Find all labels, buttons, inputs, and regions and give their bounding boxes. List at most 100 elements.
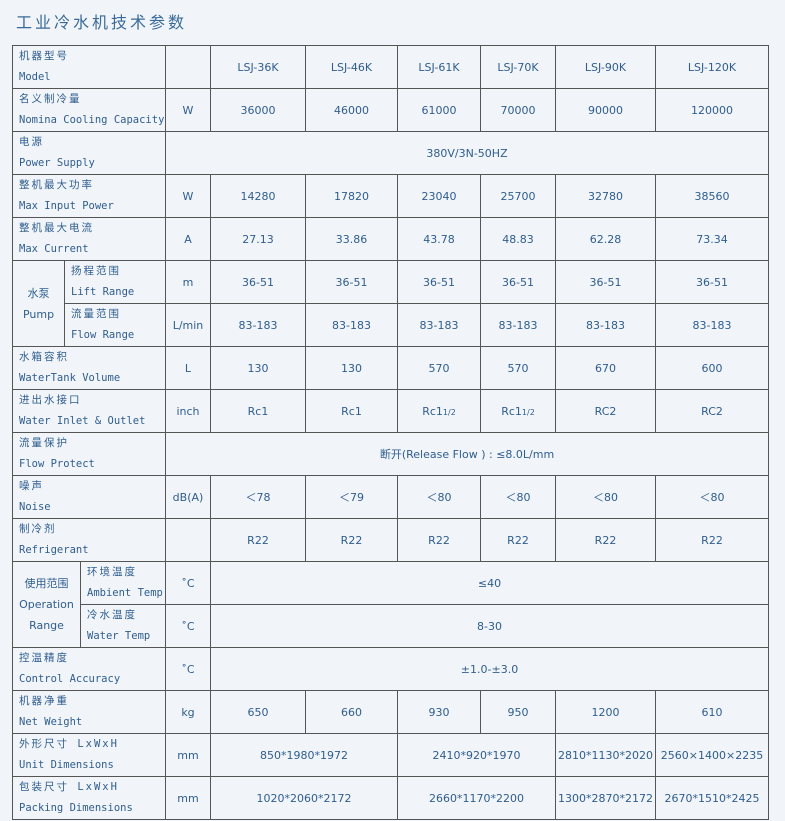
- row-label-en: Ambient Temp: [87, 587, 163, 599]
- value-cell: ＜79: [305, 475, 398, 519]
- value-cell: ＜78: [210, 475, 306, 519]
- row-label-en: Lift Range: [71, 286, 135, 298]
- row-label: 机器型号 Model: [12, 45, 166, 89]
- row-label-en: Power Supply: [19, 157, 95, 169]
- unit-cell: mm: [165, 776, 211, 820]
- value-cell: 38560: [655, 174, 769, 218]
- value-text: 70000: [500, 103, 536, 117]
- row-label-cn: 噪声: [19, 480, 44, 492]
- row-label-cn: 制冷剂: [19, 523, 57, 535]
- value-cell: 670: [555, 346, 656, 390]
- value-cell: 73.34: [655, 217, 769, 261]
- value-text: 610: [701, 705, 723, 719]
- unit-cell: mm: [165, 733, 211, 777]
- row-label-cn: 扬程范围: [71, 265, 121, 277]
- value-text: LSJ-120K: [687, 60, 737, 74]
- row-label-en: Max Input Power: [19, 200, 114, 212]
- unit-cell: kg: [165, 690, 211, 734]
- value-cell: ＜80: [655, 475, 769, 519]
- value-cell: Rc11/2: [397, 389, 481, 433]
- value-text: 8-30: [477, 619, 502, 633]
- value-text: 1300*2870*2172: [558, 791, 653, 805]
- row-label: 整机最大功率 Max Input Power: [12, 174, 166, 218]
- value-text: 83-183: [332, 318, 371, 332]
- row-label-cn: 进出水接口: [19, 394, 82, 406]
- value-text: 36-51: [242, 275, 274, 289]
- value-text: 46000: [334, 103, 369, 117]
- value-text: 83-183: [586, 318, 625, 332]
- row-label: 整机最大电流 Max Current: [12, 217, 166, 261]
- group-label: 使用范围 Operation Range: [12, 561, 81, 648]
- value-text: 62.28: [589, 232, 622, 246]
- row-label-cn: 包装尺寸 LxWxH: [19, 781, 119, 793]
- value-cell: 950: [480, 690, 556, 734]
- row-label: 外形尺寸 LxWxH Unit Dimensions: [12, 733, 166, 777]
- row-label: 冷水温度 Water Temp: [80, 604, 166, 648]
- row-label-en: Model: [19, 71, 51, 83]
- row-label: 流量保护 Flow Protect: [12, 432, 166, 476]
- unit-cell: L/min: [165, 303, 211, 347]
- value-cell: 36-51: [305, 260, 398, 304]
- value-cell: 930: [397, 690, 481, 734]
- unit-cell: dB(A): [165, 475, 211, 519]
- value-cell: 570: [397, 346, 481, 390]
- value-text: 83-183: [692, 318, 732, 332]
- table-row: 使用范围 Operation Range 环境温度 Ambient Temp ˚C ≤40: [12, 561, 769, 648]
- table-row: 电源 Power Supply 380V/3N-50HZ: [12, 131, 769, 175]
- table-row: 机器型号 Model LSJ-36K LSJ-46K LSJ-61K LSJ-70K LSJ…: [12, 45, 769, 89]
- row-label: 电源 Power Supply: [12, 131, 166, 175]
- value-cell: 70000: [480, 88, 556, 132]
- value-cell: 36-51: [655, 260, 769, 304]
- value-text: R22: [428, 533, 450, 547]
- value-text: 1200: [591, 705, 620, 719]
- value-text: ＜78: [245, 491, 271, 504]
- value-cell: 2660*1170*2200: [397, 776, 556, 820]
- value-cell: 83-183: [480, 303, 556, 347]
- value-cell: LSJ-46K: [305, 45, 398, 89]
- value-cell: 36-51: [555, 260, 656, 304]
- unit-cell: W: [165, 88, 211, 132]
- value-cell: 660: [305, 690, 398, 734]
- value-text: 2660*1170*2200: [429, 791, 524, 805]
- value-text: 36000: [240, 103, 276, 117]
- value-text: 36-51: [696, 275, 728, 289]
- value-text: 850*1980*1972: [260, 748, 348, 762]
- unit-cell: ˚C: [165, 604, 211, 648]
- value-text: Rc1: [501, 404, 522, 418]
- value-text: Rc1: [422, 404, 443, 418]
- value-cell: ＜80: [480, 475, 556, 519]
- value-text: 33.86: [335, 232, 368, 246]
- value-cell: R22: [480, 518, 556, 562]
- row-label-en: Noise: [19, 501, 51, 513]
- table-row: 噪声 Noise dB(A) ＜78 ＜79 ＜80 ＜80 ＜80 ＜80: [12, 475, 769, 519]
- value-text: 25700: [500, 189, 536, 203]
- value-text: 83-183: [238, 318, 278, 332]
- row-label: 控温精度 Control Accuracy: [12, 647, 166, 691]
- row-label-en: Max Current: [19, 243, 89, 255]
- value-text: ≤40: [477, 576, 502, 590]
- value-text: R22: [340, 533, 363, 547]
- table-row: 水泵 Pump 扬程范围 Lift Range m 36-51 36-51 36-51 36-5…: [12, 260, 769, 347]
- page-title: 工业冷水机技术参数: [16, 13, 188, 32]
- value-cell: ＜80: [555, 475, 656, 519]
- value-text: 61000: [421, 103, 457, 117]
- value-text: RC2: [594, 404, 617, 418]
- value-text: 930: [428, 705, 450, 719]
- value-text: 36-51: [589, 275, 622, 289]
- value-cell: 32780: [555, 174, 656, 218]
- value-text: ＜80: [593, 491, 618, 504]
- row-label-en: Water Temp: [87, 630, 151, 642]
- value-cell: 48.83: [480, 217, 556, 261]
- group-label-cn: 水泵: [27, 286, 50, 300]
- value-text: 14280: [240, 189, 276, 203]
- value-cell: 36000: [210, 88, 306, 132]
- table-row: 制冷剂 Refrigerant R22 R22 R22 R22 R22 R22: [12, 518, 769, 562]
- value-cell: 850*1980*1972: [210, 733, 398, 777]
- value-text: 2410*920*1970: [432, 748, 521, 762]
- value-text: LSJ-70K: [497, 60, 539, 74]
- unit-cell: A: [165, 217, 211, 261]
- value-text: 650: [247, 705, 269, 719]
- value-text: 2670*1510*2425: [664, 791, 760, 805]
- value-text: ＜80: [699, 491, 725, 504]
- value-text: 83-183: [498, 318, 538, 332]
